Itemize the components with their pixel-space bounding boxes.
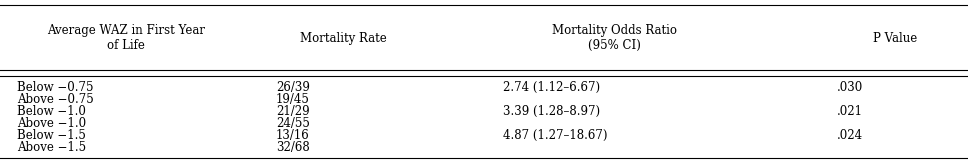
Text: Above −1.0: Above −1.0 bbox=[17, 117, 86, 130]
Text: Average WAZ in First Year
of Life: Average WAZ in First Year of Life bbox=[46, 24, 205, 52]
Text: 21/29: 21/29 bbox=[276, 105, 310, 118]
Text: Below −1.0: Below −1.0 bbox=[17, 105, 86, 118]
Text: 4.87 (1.27–18.67): 4.87 (1.27–18.67) bbox=[503, 129, 608, 142]
Text: .030: .030 bbox=[837, 81, 863, 94]
Text: 13/16: 13/16 bbox=[276, 129, 310, 142]
Text: Below −1.5: Below −1.5 bbox=[17, 129, 86, 142]
Text: .021: .021 bbox=[837, 105, 863, 118]
Text: .024: .024 bbox=[837, 129, 863, 142]
Text: Below −0.75: Below −0.75 bbox=[17, 81, 94, 94]
Text: P Value: P Value bbox=[873, 32, 918, 45]
Text: 19/45: 19/45 bbox=[276, 93, 310, 106]
Text: 32/68: 32/68 bbox=[276, 141, 310, 154]
Text: 26/39: 26/39 bbox=[276, 81, 310, 94]
Text: Above −0.75: Above −0.75 bbox=[17, 93, 94, 106]
Text: Above −1.5: Above −1.5 bbox=[17, 141, 86, 154]
Text: Mortality Rate: Mortality Rate bbox=[300, 32, 387, 45]
Text: 3.39 (1.28–8.97): 3.39 (1.28–8.97) bbox=[503, 105, 600, 118]
Text: 24/55: 24/55 bbox=[276, 117, 310, 130]
Text: Mortality Odds Ratio
(95% CI): Mortality Odds Ratio (95% CI) bbox=[552, 24, 678, 52]
Text: 2.74 (1.12–6.67): 2.74 (1.12–6.67) bbox=[503, 81, 600, 94]
